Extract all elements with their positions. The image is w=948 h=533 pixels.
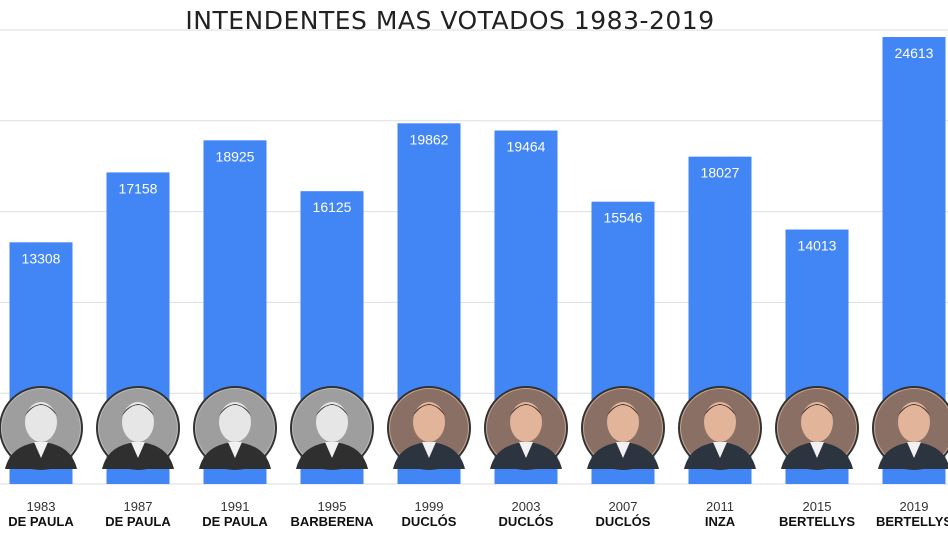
value-labels: 13308 17158 18925 16125 19862 19464 15546 18027… — [22, 45, 934, 266]
year-label: 2015 — [803, 499, 832, 514]
value-label: 18027 — [701, 165, 740, 181]
value-label: 19464 — [507, 139, 546, 155]
year-label: 2011 — [706, 499, 734, 514]
candidate-photo — [290, 386, 374, 470]
year-label: 1995 — [318, 499, 347, 514]
year-label: 2007 — [609, 499, 638, 514]
candidate-name-label: DE PAULA — [8, 514, 74, 529]
value-label: 13308 — [22, 250, 61, 266]
candidate-name-label: INZA — [705, 514, 736, 529]
candidate-name-label: BERTELLYS — [779, 514, 855, 529]
candidate-photo — [193, 386, 277, 470]
candidate-photo — [872, 386, 948, 470]
candidate-photos — [0, 386, 948, 470]
candidate-photo — [775, 386, 859, 470]
value-label: 18925 — [216, 148, 255, 164]
value-label: 14013 — [798, 238, 837, 254]
year-label: 1991 — [221, 499, 250, 514]
candidate-name-label: BARBERENA — [290, 514, 374, 529]
candidate-photo — [581, 386, 665, 470]
candidate-name-label: DE PAULA — [105, 514, 171, 529]
value-label: 19862 — [410, 131, 449, 147]
candidate-name-label: DUCLÓS — [596, 514, 651, 529]
candidate-photo — [678, 386, 762, 470]
candidate-name-label: DE PAULA — [202, 514, 268, 529]
candidate-photo — [484, 386, 568, 470]
candidate-name-label: DUCLÓS — [499, 514, 554, 529]
value-label: 24613 — [895, 45, 934, 61]
candidate-photo — [96, 386, 180, 470]
value-label: 16125 — [313, 199, 352, 215]
candidate-name-label: BERTELLYS — [876, 514, 948, 529]
candidate-photo — [0, 386, 83, 470]
chart-title: INTENDENTES MAS VOTADOS 1983-2019 — [185, 6, 714, 35]
year-label: 1987 — [124, 499, 153, 514]
year-label: 2003 — [512, 499, 541, 514]
year-label: 2019 — [900, 499, 929, 514]
candidate-name-label: DUCLÓS — [402, 514, 457, 529]
year-label: 1999 — [415, 499, 444, 514]
candidate-photo — [387, 386, 471, 470]
year-label: 1983 — [27, 499, 56, 514]
value-label: 15546 — [604, 210, 643, 226]
value-label: 17158 — [119, 180, 158, 196]
